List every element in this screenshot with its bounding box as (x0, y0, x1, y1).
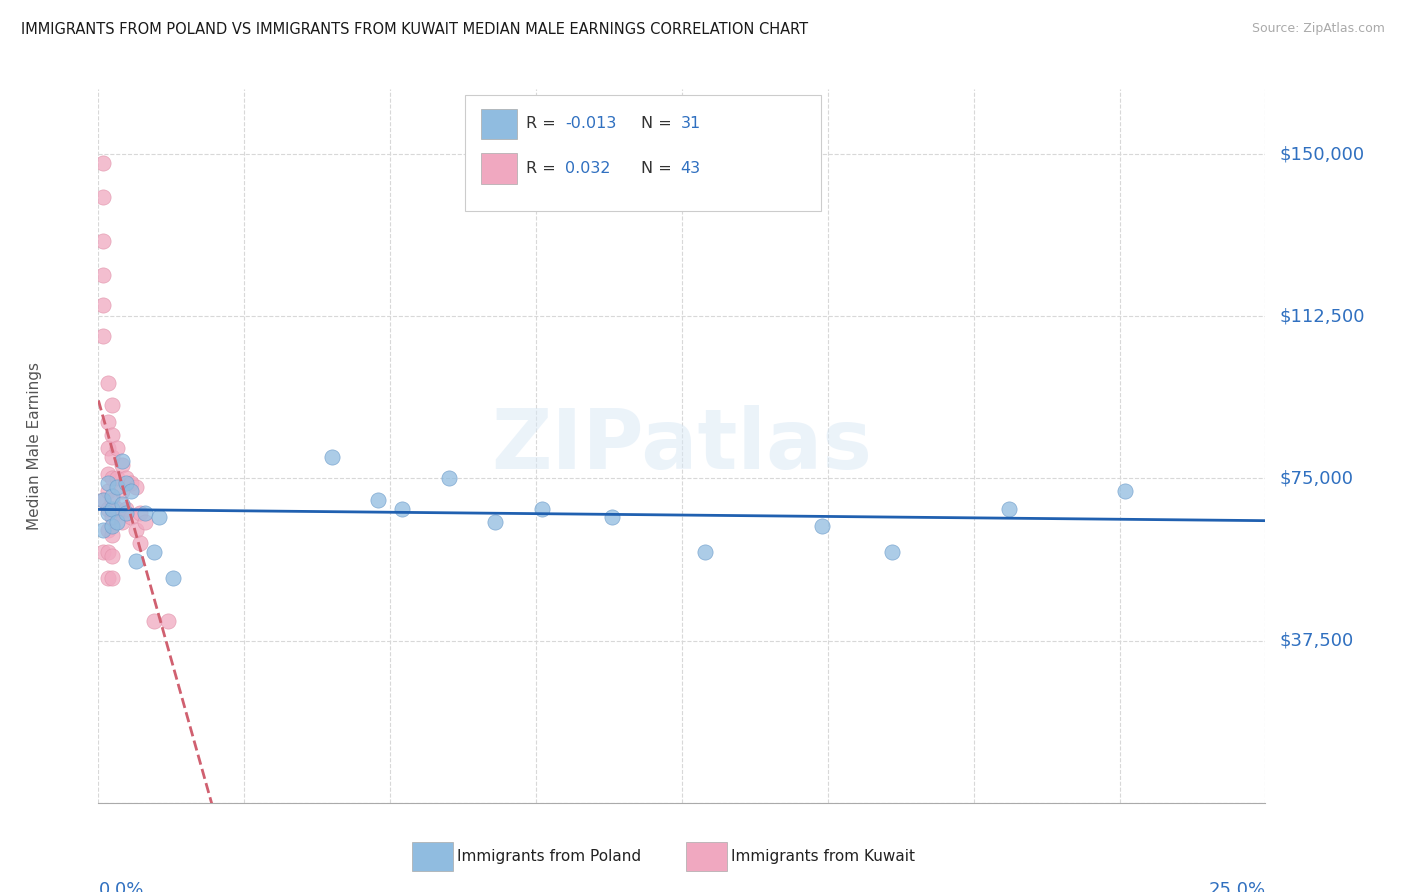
Point (120, 510, 142, 524)
Point (134, 515, 156, 529)
Point (101, 493, 124, 508)
Text: 25.0%: 25.0% (1208, 880, 1265, 892)
Text: 0.032: 0.032 (565, 161, 610, 176)
Text: 43: 43 (681, 161, 700, 176)
Text: $75,000: $75,000 (1279, 469, 1354, 487)
Point (91, 190, 114, 204)
Point (105, 501, 128, 516)
Point (91, 545, 114, 559)
Point (97, 415, 120, 429)
Point (125, 553, 148, 567)
Point (105, 480, 128, 494)
Text: -0.013: -0.013 (565, 117, 616, 131)
Text: 31: 31 (681, 117, 700, 131)
Point (97, 571, 120, 585)
Point (97, 524, 120, 538)
Point (437, 471, 460, 485)
Text: $150,000: $150,000 (1279, 145, 1365, 163)
Point (115, 506, 138, 520)
Point (97, 467, 120, 482)
Point (97, 501, 120, 516)
Text: R =: R = (526, 117, 561, 131)
Point (111, 458, 134, 473)
Text: 0.0%: 0.0% (98, 880, 143, 892)
Point (134, 506, 156, 520)
Point (105, 515, 128, 529)
Point (101, 549, 124, 564)
Point (105, 471, 128, 485)
Point (91, 268, 114, 282)
Text: Immigrants from Kuwait: Immigrants from Kuwait (731, 849, 915, 863)
Point (600, 510, 623, 524)
Point (91, 493, 114, 508)
Point (91, 234, 114, 248)
Text: R =: R = (526, 161, 561, 176)
Point (997, 501, 1019, 516)
Point (91, 155, 114, 169)
Point (530, 501, 553, 516)
Point (125, 524, 148, 538)
Point (91, 493, 114, 508)
Point (111, 484, 134, 499)
Text: Immigrants from Poland: Immigrants from Poland (457, 849, 641, 863)
Text: IMMIGRANTS FROM POLAND VS IMMIGRANTS FROM KUWAIT MEDIAN MALE EARNINGS CORRELATIO: IMMIGRANTS FROM POLAND VS IMMIGRANTS FRO… (21, 22, 808, 37)
Point (101, 471, 124, 485)
Point (97, 475, 120, 490)
Point (115, 471, 138, 485)
Point (391, 501, 413, 516)
Point (484, 515, 506, 529)
Point (157, 614, 180, 628)
Point (101, 489, 124, 503)
Point (91, 298, 114, 312)
Point (97, 441, 120, 455)
Point (97, 506, 120, 520)
Text: N =: N = (641, 161, 676, 176)
Text: ZIPatlas: ZIPatlas (492, 406, 872, 486)
Point (91, 328, 114, 343)
Point (101, 398, 124, 412)
Point (125, 480, 148, 494)
Point (162, 571, 184, 585)
Point (120, 475, 142, 490)
Point (111, 497, 134, 511)
Point (111, 454, 134, 468)
Point (101, 519, 124, 533)
Point (120, 484, 142, 499)
Point (111, 515, 134, 529)
Point (105, 441, 128, 455)
Point (115, 501, 138, 516)
Text: $37,500: $37,500 (1279, 632, 1354, 649)
Point (101, 510, 124, 524)
Point (321, 450, 343, 464)
Point (143, 545, 166, 559)
Point (101, 527, 124, 541)
Point (1114, 484, 1136, 499)
Point (115, 475, 138, 490)
Point (97, 545, 120, 559)
Point (101, 450, 124, 464)
Point (97, 376, 120, 391)
Point (880, 545, 903, 559)
Point (129, 506, 152, 520)
Point (695, 545, 717, 559)
Point (148, 510, 170, 524)
Point (91, 524, 114, 538)
Text: Median Male Earnings: Median Male Earnings (27, 362, 42, 530)
Text: Source: ZipAtlas.com: Source: ZipAtlas.com (1251, 22, 1385, 36)
Point (101, 428, 124, 442)
Point (101, 571, 124, 585)
Point (367, 493, 389, 508)
Text: $112,500: $112,500 (1279, 307, 1365, 326)
Point (129, 536, 152, 550)
Text: N =: N = (641, 117, 676, 131)
Point (143, 614, 166, 628)
Point (811, 519, 834, 533)
Point (97, 484, 120, 499)
Point (101, 501, 124, 516)
